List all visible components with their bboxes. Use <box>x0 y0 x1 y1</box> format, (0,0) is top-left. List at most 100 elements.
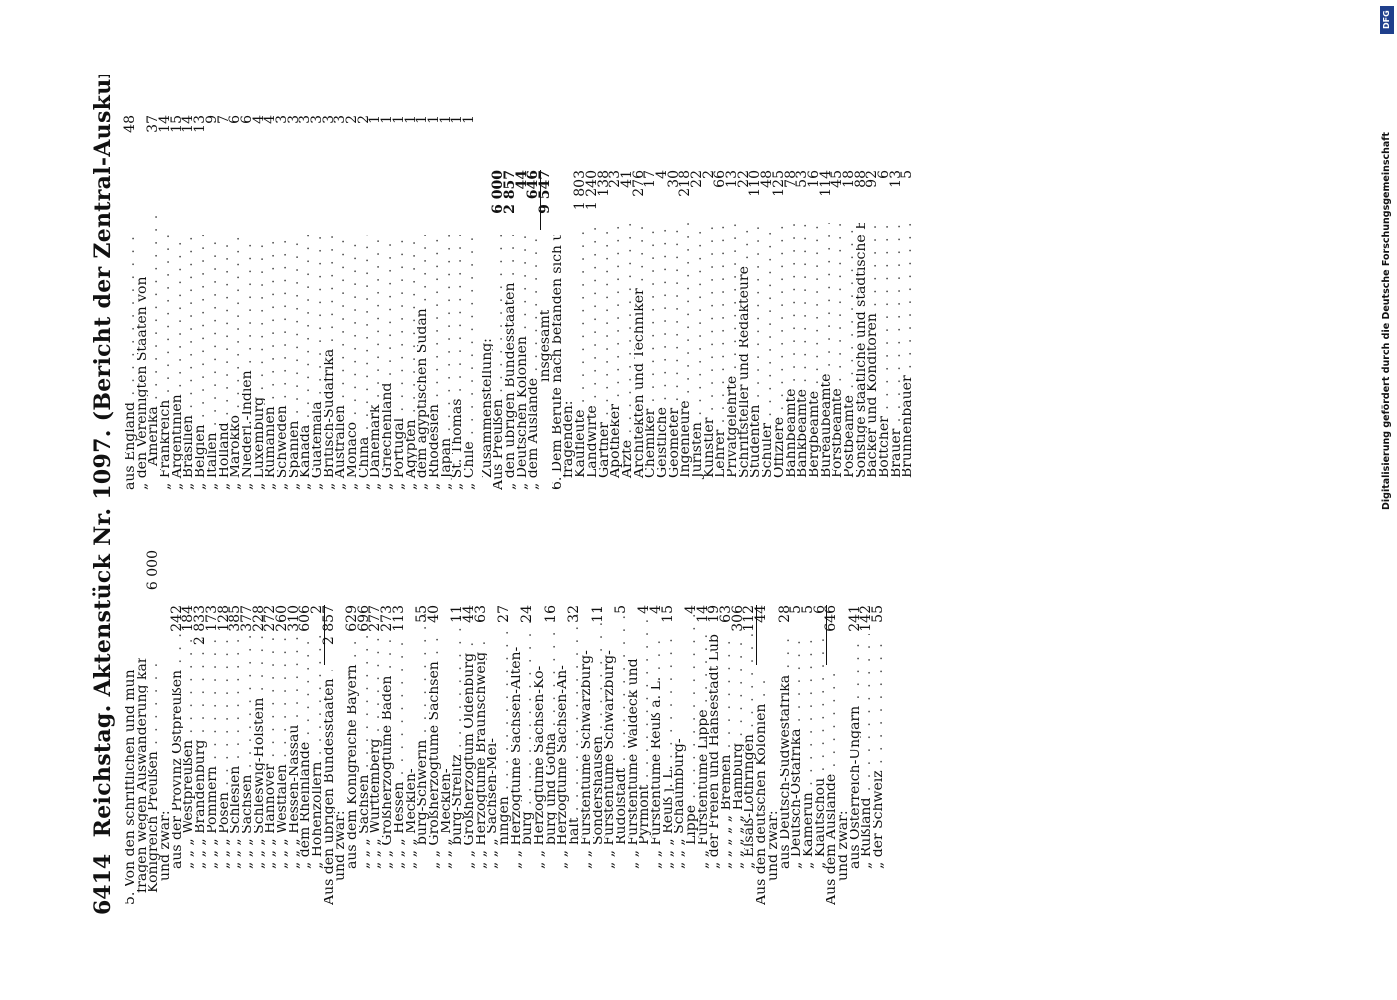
leader-dots: . . . . . . . . . . . . . . . . . . . . … <box>587 223 599 405</box>
row-label: „ „ „ Württemberg . . . . . . . . . . . … <box>370 634 382 905</box>
row-label: „ Frankreich . . . . . . . . . . . . . .… <box>160 235 172 490</box>
table-row: Rudolstadt . . . . . . . . . . . . . . .… <box>612 550 629 905</box>
table-row: „ „ „ Hessen . . . . . . . . . . . . . .… <box>391 550 407 905</box>
table-row: „ Japan . . . . . . . . . . . . . . . . … <box>437 115 454 490</box>
row-label: „ „ Herzogtume Sachsen-Alten- <box>510 646 523 869</box>
row-value: 32 <box>566 605 583 623</box>
leader-dots: . . . . . . . . . . . . . . . . . . . . … <box>324 235 336 349</box>
row-label: „ „ Fürstentume Schwarzburg- <box>604 650 616 869</box>
row-label: aus dem Königreiche Bayern . . . . . . .… <box>347 634 359 905</box>
leader-dots: . . . . . . . . . . . . . . . . . . . . … <box>417 235 429 308</box>
table-row: „ dem ägyptischen Sudan . . . . . . . . … <box>414 115 431 490</box>
row-label: Aus Preußen . . . . . . . . . . . . . . … <box>493 235 505 490</box>
table-row: „ Ägypten . . . . . . . . . . . . . . . … <box>403 115 419 490</box>
table-row: burg . . . . . . . . . . . . . . . . . .… <box>519 550 535 905</box>
leader-dots: . . . . . . . . . . . . . . . . . . . . … <box>750 223 762 405</box>
row-total: 1 <box>425 115 442 124</box>
table-row: „ Guatemala . . . . . . . . . . . . . . … <box>309 115 325 490</box>
row-label: „ Kanada . . . . . . . . . . . . . . . .… <box>300 235 312 490</box>
row-label: „ „ Fürstentume Waldeck und <box>627 658 640 869</box>
leader-dots: . . . . . . . . . . . . . . . . . . . . … <box>265 235 277 406</box>
row-label: Bäcker und Konditoren . . . . . . . . . … <box>867 223 879 490</box>
leader-dots: . . . . . . . . . . . . . . . . . . . . … <box>599 223 611 422</box>
row-label: „ „ „ Mecklen- <box>405 768 418 869</box>
row-label: Böttcher . . . . . . . . . . . . . . . .… <box>879 223 891 490</box>
leader-dots: . . . . . . . . . . . . . . . . . . . . … <box>715 223 727 430</box>
table-row: „ „ Fürstentume Schwarzburg- <box>604 550 616 905</box>
leader-dots: . . . . . . . . . . . . . . . . . . . . … <box>669 223 681 408</box>
table-row: „ Portugal . . . . . . . . . . . . . . .… <box>391 115 407 490</box>
table-row: „ Frankreich . . . . . . . . . . . . . .… <box>157 115 173 490</box>
table-row: „ Griechenland . . . . . . . . . . . . .… <box>379 115 395 490</box>
table-row: fragen wegen Auswanderung kamen aus dem <box>137 550 149 905</box>
row-label: „ der Schweiz . . . . . . . . . . . . . … <box>873 634 885 905</box>
row-label: „ Italien . . . . . . . . . . . . . . . … <box>207 235 219 490</box>
leader-dots: . . . . . . . . . . . . . . . . . . . . … <box>219 235 231 422</box>
row-total: 4 <box>250 115 267 124</box>
row-value: 44 <box>753 605 770 623</box>
table-row: 5. Von den schriftlichen und mündlichen … <box>125 550 137 905</box>
row-value: 13 <box>887 170 904 188</box>
row-label: Amerika . . . . . . . . . . . . . . . . … <box>148 211 160 490</box>
leader-dots: . . . . . . . . . . . . . . . . . . . . … <box>230 235 242 415</box>
leader-dots: . . . . . . . . . . . . . . . . . . . . … <box>575 223 587 410</box>
leader-dots: . . . . . . . . . . . . . . . . . . . . … <box>634 223 646 288</box>
row-value: 2 857 <box>320 605 337 646</box>
leader-dots: . . . . . . . . . . . . . . . . . . . . … <box>891 223 903 429</box>
row-label: „ „ „ „ „ Hamburg . . . . . . . . . . . … <box>733 634 745 905</box>
row-label: Bergbeamte . . . . . . . . . . . . . . .… <box>809 223 821 490</box>
table-row: Pyrmont . . . . . . . . . . . . . . . . … <box>636 550 652 905</box>
row-label: „ Niederl.-Indien . . . . . . . . . . . … <box>242 235 254 490</box>
row-value: 5 <box>612 605 629 614</box>
leader-dots: . . . . . . . . . . . . . . . . . . . . … <box>622 223 634 440</box>
table-row: „ „ „ Brandenburg . . . . . . . . . . . … <box>192 550 208 905</box>
leader-dots: . . . . . . . . . . . . . . . . . . . . … <box>528 235 540 378</box>
row-label: „ „ „ „ „ Bremen . . . . . . . . . . . .… <box>721 634 733 905</box>
table-row: Aus dem Auslande . . . . . . . . . . . .… <box>823 550 840 905</box>
table-row: „ Australien . . . . . . . . . . . . . .… <box>332 115 349 490</box>
row-label: „ „ „ Sachsen . . . . . . . . . . . . . … <box>242 634 254 905</box>
leader-dots: . . . . . . . . . . . . . . . . . . . . … <box>207 235 219 433</box>
row-label: „ „ „ Sachsen . . . . . . . . . . . . . … <box>359 634 371 905</box>
leader-dots: . . . . . . . . . . . . . . . . . . . . … <box>657 223 669 407</box>
row-label: Aus dem Auslande . . . . . . . . . . . .… <box>826 670 838 905</box>
row-label: Aus den deutschen Kolonien . . . . . . .… <box>756 670 768 905</box>
table-row: und zwar: <box>335 550 347 905</box>
row-value: 22 <box>689 170 705 188</box>
row-total: 6 000 <box>145 550 162 591</box>
table-row: halt . . . . . . . . . . . . . . . . . .… <box>566 550 583 905</box>
table-row: burg-Strelitz . . . . . . . . . . . . . … <box>449 550 465 905</box>
row-label: „ Brasilien . . . . . . . . . . . . . . … <box>183 235 195 490</box>
row-label: Königreich Preußen . . . . . . . . . . .… <box>148 658 160 905</box>
table-row: „ „ „ Posen . . . . . . . . . . . . . . … <box>216 550 232 905</box>
table-row: „ Kiautschou . . . . . . . . . . . . . .… <box>812 550 828 905</box>
row-value: 27 <box>496 605 512 623</box>
row-total: 1 <box>414 115 431 124</box>
row-total: 1 <box>437 115 454 124</box>
row-label: Lehrer . . . . . . . . . . . . . . . . .… <box>715 223 727 490</box>
leader-dots: . . . . . . . . . . . . . . . . . . . . … <box>242 235 254 370</box>
table-row: „ der Schweiz . . . . . . . . . . . . . … <box>870 550 886 905</box>
table-row: „ Spanien . . . . . . . . . . . . . . . … <box>286 115 302 490</box>
table-row: und zwar: <box>160 550 172 905</box>
row-label: „ „ „ Westpreußen . . . . . . . . . . . … <box>183 634 195 905</box>
row-total: 1 <box>449 115 466 124</box>
leader-dots: . . . . . . . . . . . . . . . . . . . . … <box>762 223 774 423</box>
table-row: „ den Vereinigten Staaten von <box>137 115 149 490</box>
row-total: 3 <box>332 115 349 124</box>
row-label: „ dem ägyptischen Sudan . . . . . . . . … <box>417 235 429 490</box>
row-label: Bureaubeamte . . . . . . . . . . . . . .… <box>821 223 833 490</box>
row-value: 55 <box>870 605 886 623</box>
table-row: „ Kamerun . . . . . . . . . . . . . . . … <box>800 550 816 905</box>
row-label: „ Elsaß-Lothringen . . . . . . . . . . .… <box>744 634 756 905</box>
table-row: „ „ Fürstentume Waldeck und <box>628 550 640 905</box>
row-label: insgesamt <box>540 309 552 382</box>
leader-dots: . . . . . . . . . . . . . . . . . . . . … <box>183 235 195 415</box>
table-row: „ „ „ „ „ Bremen . . . . . . . . . . . .… <box>718 550 734 905</box>
row-label: „ „ Fürstentume Schwarzburg- <box>580 650 593 869</box>
table-row: „ Chile . . . . . . . . . . . . . . . . … <box>461 115 477 490</box>
leader-dots: . . . . . . . . . . . . . . . . . . . . … <box>879 223 891 416</box>
row-value: 646 <box>823 605 840 632</box>
row-label: „ Schweden . . . . . . . . . . . . . . .… <box>277 235 289 490</box>
right-column: aus England . . . . . . . . . . . . . . … <box>122 115 915 490</box>
